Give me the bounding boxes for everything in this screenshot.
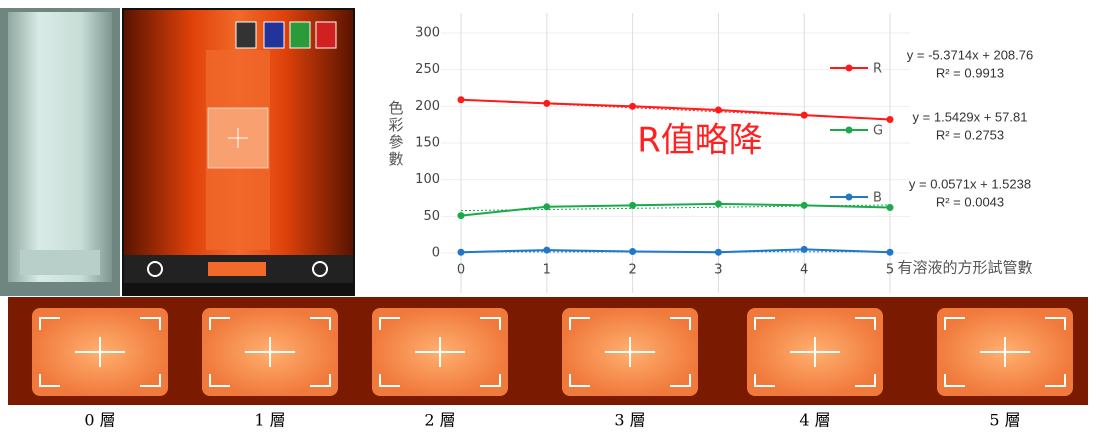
x-tick-label: 4 bbox=[800, 263, 808, 278]
y-tick-label: 50 bbox=[423, 209, 440, 224]
x-tick-label: 5 bbox=[886, 263, 894, 278]
data-point bbox=[458, 212, 465, 219]
data-point bbox=[458, 96, 465, 103]
legend-marker bbox=[846, 194, 853, 201]
x-tick-label: 1 bbox=[543, 263, 551, 278]
x-axis-label: 有溶液的方形試管數 bbox=[897, 259, 1032, 277]
data-point bbox=[458, 249, 465, 256]
data-point bbox=[543, 100, 550, 107]
layer-label: 5 層 bbox=[989, 411, 1020, 430]
data-point bbox=[543, 247, 550, 254]
legend-label: R bbox=[873, 62, 882, 77]
trend-equation: y = -5.3714x + 208.76 bbox=[907, 47, 1033, 62]
layer-label: 4 層 bbox=[799, 411, 830, 430]
data-point bbox=[887, 249, 894, 256]
trend-r2: R² = 0.2753 bbox=[936, 127, 1004, 142]
y-tick-label: 300 bbox=[415, 26, 440, 41]
annotation: R值略降 bbox=[637, 121, 763, 161]
data-point bbox=[887, 116, 894, 123]
x-tick-label: 3 bbox=[714, 263, 722, 278]
y-tick-label: 100 bbox=[415, 172, 440, 187]
legend-marker bbox=[846, 65, 853, 72]
data-point bbox=[629, 103, 636, 110]
data-point bbox=[543, 203, 550, 210]
x-tick-label: 0 bbox=[457, 263, 465, 278]
data-point bbox=[715, 249, 722, 256]
data-point bbox=[887, 204, 894, 211]
y-tick-label: 0 bbox=[432, 246, 440, 261]
legend-label: B bbox=[873, 191, 882, 206]
layer-photos bbox=[8, 297, 1088, 405]
data-point bbox=[801, 246, 808, 253]
y-tick-label: 250 bbox=[415, 62, 440, 77]
data-point bbox=[629, 202, 636, 209]
cuvette-photo bbox=[0, 8, 120, 296]
data-point bbox=[715, 200, 722, 207]
y-tick-label: 150 bbox=[415, 136, 440, 151]
layer-label: 0 層 bbox=[84, 411, 115, 430]
data-point bbox=[801, 112, 808, 119]
layer-label: 3 層 bbox=[614, 411, 645, 430]
trend-equation: y = 1.5429x + 57.81 bbox=[913, 109, 1028, 124]
data-point bbox=[715, 107, 722, 114]
legend-marker bbox=[846, 127, 853, 134]
data-point bbox=[629, 248, 636, 255]
y-axis-label: 色彩參數 bbox=[387, 100, 405, 168]
layer-label: 1 層 bbox=[254, 411, 285, 430]
data-point bbox=[801, 202, 808, 209]
layer-label: 2 層 bbox=[424, 411, 455, 430]
x-tick-label: 2 bbox=[628, 263, 636, 278]
trend-equation: y = 0.0571x + 1.5238 bbox=[909, 176, 1031, 191]
y-tick-label: 200 bbox=[415, 99, 440, 114]
trend-r2: R² = 0.0043 bbox=[936, 194, 1004, 209]
legend-label: G bbox=[873, 124, 883, 139]
phone-photo bbox=[122, 8, 355, 296]
trend-r2: R² = 0.9913 bbox=[936, 65, 1004, 80]
